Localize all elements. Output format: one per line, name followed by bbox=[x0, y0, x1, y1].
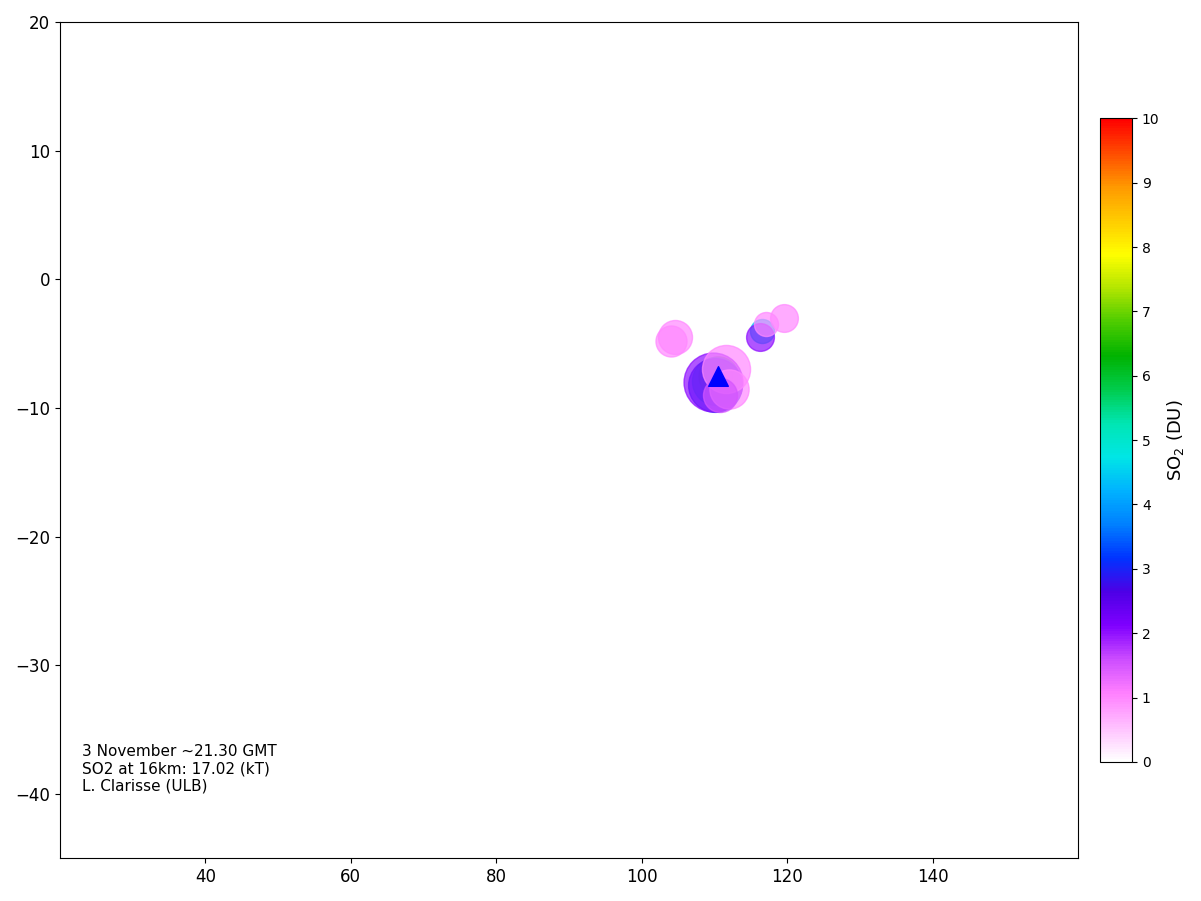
Point bbox=[751, 330, 770, 344]
Point bbox=[662, 334, 681, 349]
Text: 3 November ~21.30 GMT
SO2 at 16km: 17.02 (kT)
L. Clarisse (ULB): 3 November ~21.30 GMT SO2 at 16km: 17.02… bbox=[82, 744, 276, 794]
Point bbox=[752, 323, 771, 338]
Point bbox=[707, 369, 727, 383]
Point bbox=[775, 311, 794, 325]
Point bbox=[705, 378, 724, 392]
Y-axis label: SO$_2$ (DU): SO$_2$ (DU) bbox=[1165, 399, 1187, 481]
Point bbox=[709, 372, 728, 387]
Point bbox=[665, 330, 685, 344]
Point bbox=[711, 388, 730, 403]
Point bbox=[716, 362, 735, 377]
Point bbox=[709, 369, 728, 384]
Point bbox=[706, 374, 725, 388]
Point bbox=[719, 381, 739, 396]
Point bbox=[710, 370, 729, 385]
Point bbox=[707, 366, 727, 380]
Point bbox=[704, 375, 723, 389]
Point bbox=[755, 317, 775, 332]
